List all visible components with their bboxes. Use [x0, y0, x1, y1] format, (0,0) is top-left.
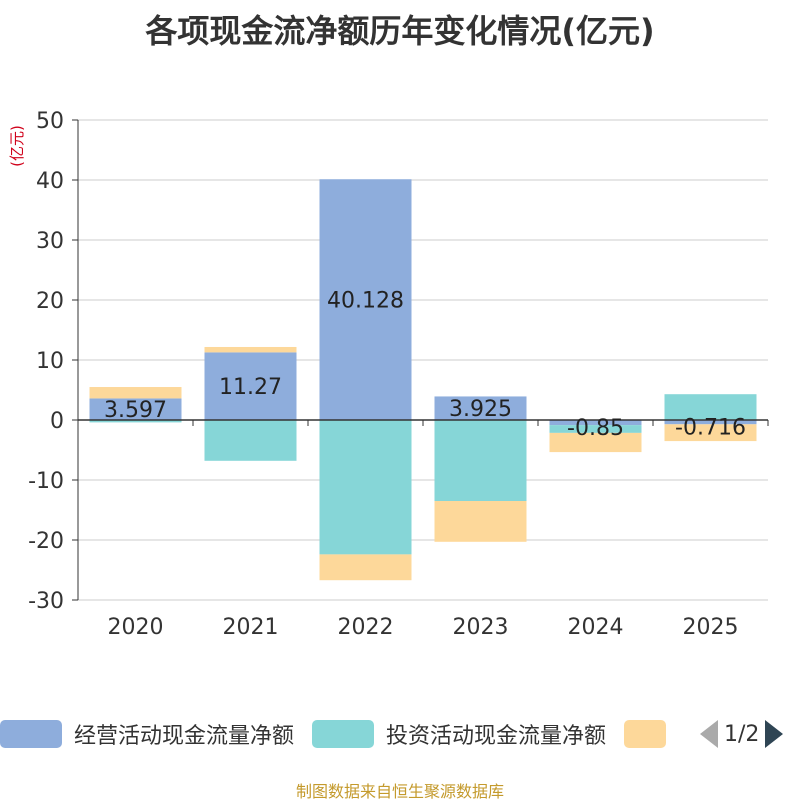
bar-investing-2024: [549, 425, 642, 433]
bar-financing-2022: [319, 554, 412, 581]
bar-operating-2024: [549, 420, 642, 426]
gridlines: [78, 119, 768, 601]
bar-investing-2022: [319, 420, 412, 555]
legend-pager: 1/2: [700, 718, 784, 750]
y-tick-label: 50: [36, 109, 64, 134]
bar-financing-2025: [664, 424, 757, 442]
data-label-2025: -0.716: [675, 415, 746, 440]
legend-page-indicator: 1/2: [724, 721, 760, 747]
legend: 经营活动现金流量净额 投资活动现金流量净额: [0, 718, 696, 750]
bar-investing-2021: [204, 420, 297, 461]
legend-label-investing: 投资活动现金流量净额: [386, 724, 607, 749]
bar-investing-2025: [664, 394, 757, 420]
bars: [89, 179, 757, 581]
bar-operating-2021: [204, 352, 297, 420]
axes: -30 -20 -10 0 10 20 30 40 50 2020 2021 2022 2023 2024…: [28, 109, 769, 640]
y-tick-label: -30: [28, 589, 64, 614]
bar-investing-2023: [434, 420, 527, 501]
legend-label-operating: 经营活动现金流量净额: [74, 724, 295, 749]
data-label-2020: 3.597: [104, 398, 167, 423]
data-label-2022: 40.128: [327, 289, 404, 314]
x-tick-label-2022: 2022: [338, 615, 394, 640]
legend-swatch-investing: [312, 720, 375, 748]
x-tick-label-2024: 2024: [568, 615, 624, 640]
legend-swatch-financing: [624, 720, 667, 748]
legend-swatch-operating: [0, 720, 62, 748]
data-label-2024: -0.85: [567, 416, 624, 441]
legend-item-investing[interactable]: 投资活动现金流量净额: [312, 718, 606, 750]
y-tick-label: 10: [36, 349, 64, 374]
bar-investing-2020: [89, 420, 182, 423]
bar-financing-2020: [89, 387, 182, 399]
data-label-2021: 11.27: [219, 375, 282, 400]
y-tick-label: 30: [36, 229, 64, 254]
x-tick-label-2023: 2023: [453, 615, 509, 640]
y-tick-label: 0: [50, 409, 64, 434]
y-tick-label: -20: [28, 529, 64, 554]
y-tick-label: 40: [36, 169, 64, 194]
legend-prev-page-icon[interactable]: [700, 720, 718, 748]
data-labels: 3.597 11.27 40.128 3.925 -0.85 -0.716: [104, 289, 746, 441]
y-axis-unit-label: (亿元): [8, 125, 26, 167]
bar-financing-2024: [549, 432, 642, 453]
x-tick-label-2021: 2021: [223, 615, 279, 640]
bar-operating-2020: [89, 398, 182, 420]
legend-next-page-icon[interactable]: [765, 720, 784, 748]
bar-financing-2021: [204, 346, 297, 353]
bar-financing-2023: [434, 501, 527, 542]
source-note: 制图数据来自恒生聚源数据库: [295, 782, 504, 801]
legend-item-operating[interactable]: 经营活动现金流量净额: [0, 718, 294, 750]
bar-operating-2023: [434, 396, 527, 420]
y-tick-label: 20: [36, 289, 64, 314]
x-tick-label-2020: 2020: [108, 615, 164, 640]
y-tick-label: -10: [28, 469, 64, 494]
x-tick-label-2025: 2025: [683, 615, 739, 640]
data-label-2023: 3.925: [449, 397, 512, 422]
legend-item-financing[interactable]: [624, 720, 678, 748]
bar-operating-2025: [664, 420, 757, 425]
chart-title: 各项现金流净额历年变化情况(亿元): [145, 12, 655, 50]
bar-operating-2022: [319, 179, 412, 420]
